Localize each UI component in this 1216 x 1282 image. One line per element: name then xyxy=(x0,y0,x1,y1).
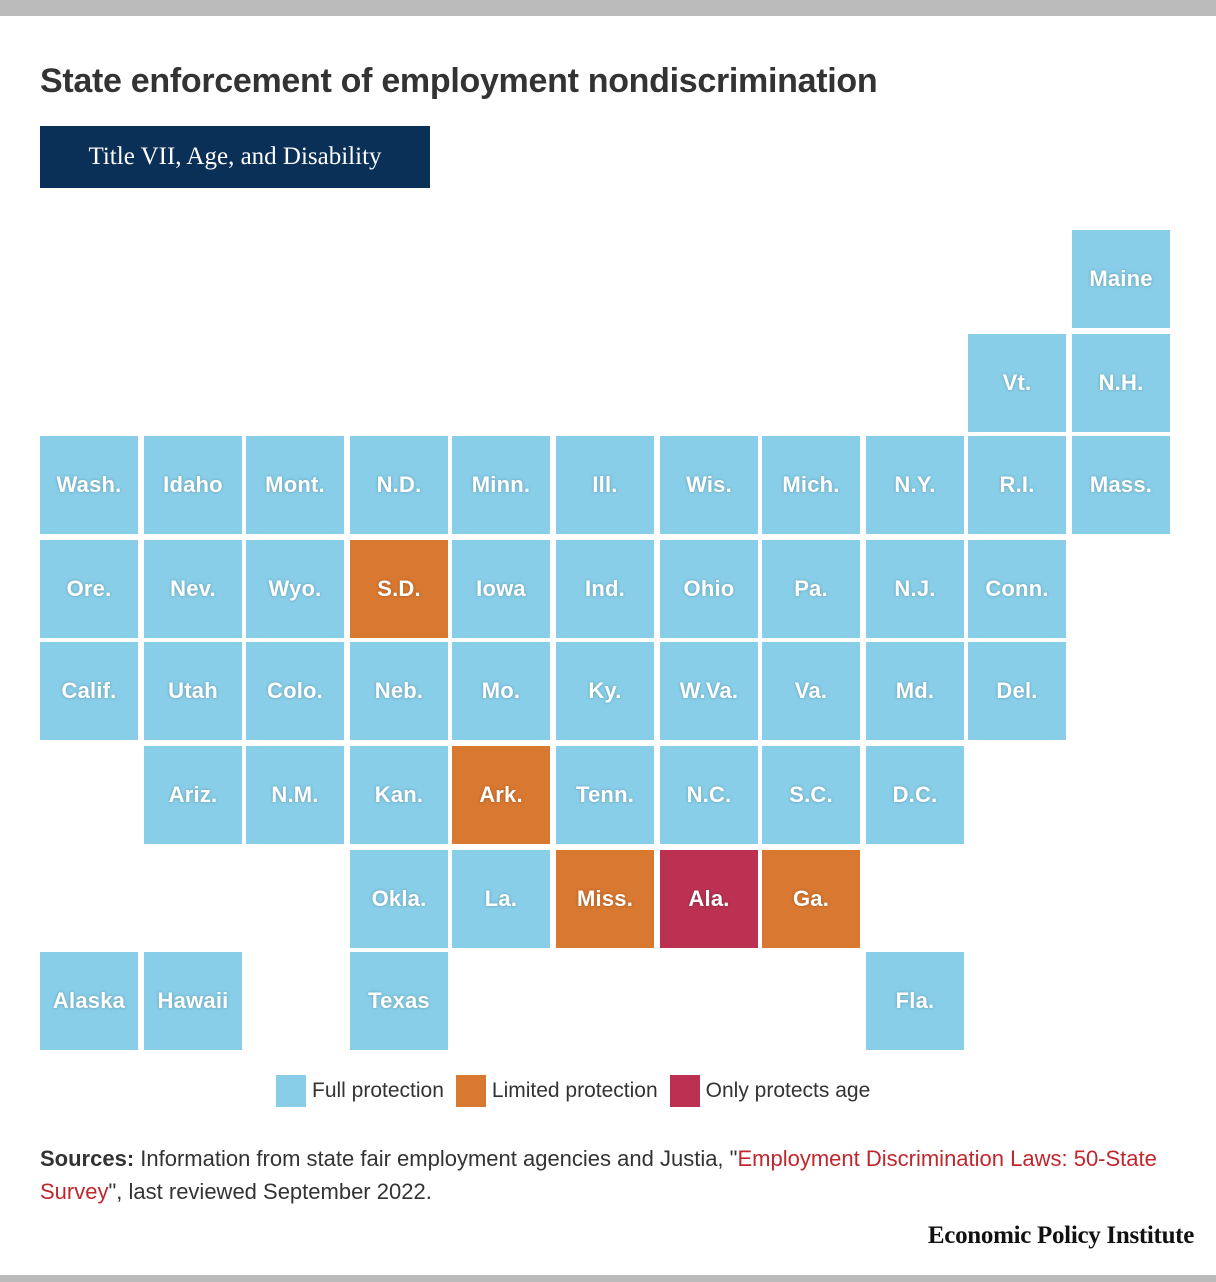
legend-label-full: Full protection xyxy=(312,1079,444,1102)
state-tile-pa[interactable]: Pa. xyxy=(762,540,860,638)
state-tile-s-c[interactable]: S.C. xyxy=(762,746,860,844)
state-tile-mass[interactable]: Mass. xyxy=(1072,436,1170,534)
sources-text-before: Information from state fair employment a… xyxy=(134,1146,738,1171)
state-tile-minn[interactable]: Minn. xyxy=(452,436,550,534)
state-tile-ohio[interactable]: Ohio xyxy=(660,540,758,638)
tile-map: Maine Vt. N.H. Wash. Idaho Mont. N.D. Minn. Ill.… xyxy=(40,230,1170,1050)
state-tile-ariz[interactable]: Ariz. xyxy=(144,746,242,844)
state-tile-vt[interactable]: Vt. xyxy=(968,334,1066,432)
legend-label-limited: Limited protection xyxy=(491,1079,658,1102)
state-tile-hawaii[interactable]: Hawaii xyxy=(144,952,242,1050)
state-tile-iowa[interactable]: Iowa xyxy=(452,540,550,638)
bottom-border xyxy=(0,1275,1216,1282)
legend-swatch-full xyxy=(276,1075,306,1107)
state-tile-ala[interactable]: Ala. xyxy=(660,850,758,948)
state-tile-n-c[interactable]: N.C. xyxy=(660,746,758,844)
state-tile-md[interactable]: Md. xyxy=(866,642,964,740)
state-tile-s-d[interactable]: S.D. xyxy=(350,540,448,638)
state-tile-ill[interactable]: Ill. xyxy=(556,436,654,534)
state-tile-n-d[interactable]: N.D. xyxy=(350,436,448,534)
state-tile-mont[interactable]: Mont. xyxy=(246,436,344,534)
state-tile-ore[interactable]: Ore. xyxy=(40,540,138,638)
state-tile-n-m[interactable]: N.M. xyxy=(246,746,344,844)
state-tile-maine[interactable]: Maine xyxy=(1072,230,1170,328)
state-tile-neb[interactable]: Neb. xyxy=(350,642,448,740)
state-tile-wyo[interactable]: Wyo. xyxy=(246,540,344,638)
state-tile-tenn[interactable]: Tenn. xyxy=(556,746,654,844)
state-tile-alaska[interactable]: Alaska xyxy=(40,952,138,1050)
state-tile-utah[interactable]: Utah xyxy=(144,642,242,740)
state-tile-wis[interactable]: Wis. xyxy=(660,436,758,534)
state-tile-mich[interactable]: Mich. xyxy=(762,436,860,534)
state-tile-mo[interactable]: Mo. xyxy=(452,642,550,740)
state-tile-del[interactable]: Del. xyxy=(968,642,1066,740)
state-tile-colo[interactable]: Colo. xyxy=(246,642,344,740)
state-tile-conn[interactable]: Conn. xyxy=(968,540,1066,638)
state-tile-kan[interactable]: Kan. xyxy=(350,746,448,844)
brand-logo: Economic Policy Institute xyxy=(927,1222,1194,1249)
sources-note: Sources: Information from state fair emp… xyxy=(40,1142,1180,1208)
state-tile-r-i[interactable]: R.I. xyxy=(968,436,1066,534)
state-tile-w-va[interactable]: W.Va. xyxy=(660,642,758,740)
state-tile-nev[interactable]: Nev. xyxy=(144,540,242,638)
legend-swatch-limited xyxy=(455,1075,486,1107)
sources-label: Sources: xyxy=(40,1146,135,1171)
tab-title-vii-age-disability[interactable]: Title VII, Age, and Disability xyxy=(40,126,430,188)
state-tile-d-c[interactable]: D.C. xyxy=(866,746,964,844)
chart-title: State enforcement of employment nondiscr… xyxy=(40,62,878,100)
state-tile-la[interactable]: La. xyxy=(452,850,550,948)
state-tile-wash[interactable]: Wash. xyxy=(40,436,138,534)
state-tile-texas[interactable]: Texas xyxy=(350,952,448,1050)
top-border xyxy=(0,0,1216,16)
sources-link[interactable]: Employment Discrimination Laws: 50-State… xyxy=(40,1146,1157,1204)
legend-item-full: Full protection xyxy=(276,1075,444,1107)
state-tile-n-j[interactable]: N.J. xyxy=(866,540,964,638)
state-tile-miss[interactable]: Miss. xyxy=(556,850,654,948)
legend-item-age: Only protects age xyxy=(669,1075,871,1107)
state-tile-idaho[interactable]: Idaho xyxy=(144,436,242,534)
state-tile-calif[interactable]: Calif. xyxy=(40,642,138,740)
state-tile-n-h[interactable]: N.H. xyxy=(1072,334,1170,432)
state-tile-fla[interactable]: Fla. xyxy=(866,952,964,1050)
state-tile-okla[interactable]: Okla. xyxy=(350,850,448,948)
legend-swatch-age xyxy=(669,1075,700,1107)
state-tile-ky[interactable]: Ky. xyxy=(556,642,654,740)
state-tile-ark[interactable]: Ark. xyxy=(452,746,550,844)
state-tile-va[interactable]: Va. xyxy=(762,642,860,740)
legend-item-limited: Limited protection xyxy=(455,1075,658,1107)
sources-text-after: ", last reviewed September 2022. xyxy=(108,1179,432,1204)
state-tile-ind[interactable]: Ind. xyxy=(556,540,654,638)
state-tile-n-y[interactable]: N.Y. xyxy=(866,436,964,534)
state-tile-ga[interactable]: Ga. xyxy=(762,850,860,948)
legend: Full protection Limited protection Only … xyxy=(276,1075,882,1107)
legend-label-age: Only protects age xyxy=(705,1079,871,1102)
